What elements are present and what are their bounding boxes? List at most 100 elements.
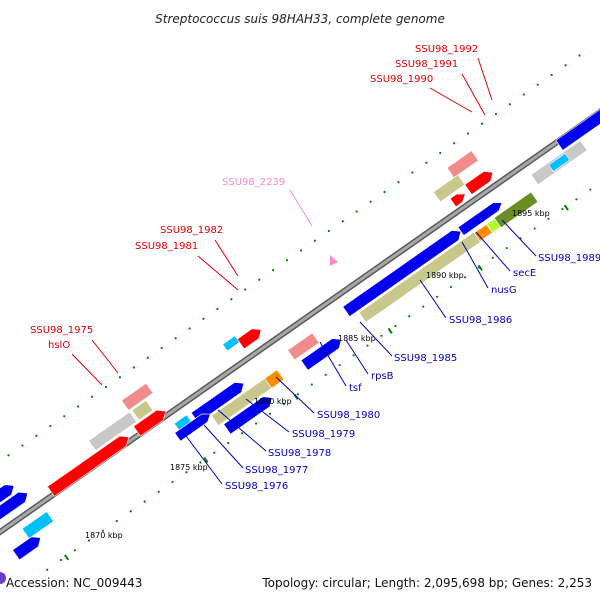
- corner-feature: [0, 572, 6, 584]
- guide-dot: [494, 112, 498, 116]
- guide-dot: [244, 288, 247, 291]
- tick-mark: [563, 204, 569, 211]
- guide-dot: [313, 239, 317, 242]
- label-leader: [91, 339, 119, 374]
- guide-dot: [230, 298, 233, 301]
- guide-dot: [63, 415, 66, 418]
- guide-dot: [327, 229, 330, 233]
- guide-dot: [522, 93, 525, 96]
- gene-forward: [555, 109, 600, 151]
- guide-dot: [272, 268, 275, 272]
- guide-dot: [564, 64, 567, 67]
- guide-dot: [35, 434, 38, 437]
- guide-dot: [185, 471, 188, 474]
- label-leader: [359, 321, 393, 357]
- label-leader: [275, 376, 315, 414]
- pink-feature-marker: [330, 255, 338, 266]
- gene-label: rpsB: [371, 371, 394, 382]
- gene-forward: [0, 491, 29, 521]
- guide-dot: [258, 278, 261, 281]
- gene-labels: SSU98_1992 SSU98_1991 SSU98_1990 SSU98_2239…: [30, 44, 600, 492]
- guide-dot: [439, 151, 442, 155]
- gene-label: SSU98_1985: [394, 353, 457, 364]
- guide-dot: [352, 354, 355, 357]
- gene-olive: [493, 191, 539, 229]
- guide-dot: [436, 295, 439, 298]
- guide-dot: [383, 190, 386, 194]
- guide-dot: [550, 73, 553, 77]
- gene-forward: [342, 230, 462, 317]
- tick-mark: [387, 327, 393, 334]
- gene-khaki: [131, 400, 154, 421]
- gene-forward: [174, 413, 211, 442]
- guide-dot: [589, 188, 592, 191]
- gene-trna: [548, 153, 571, 172]
- guide-dot: [422, 305, 425, 308]
- gene-label: SSU98_1992: [415, 44, 478, 55]
- label-leader: [197, 255, 239, 291]
- gene-salmon: [121, 382, 154, 411]
- label-leader: [71, 353, 103, 386]
- label-leader: [185, 435, 223, 485]
- gene-label: SSU98_1981: [135, 241, 198, 252]
- label-leader: [245, 398, 290, 433]
- guide-dot: [241, 432, 244, 435]
- gene-label: SSU98_1978: [268, 448, 331, 459]
- gene-reverse: [47, 435, 130, 497]
- guide-dot: [338, 363, 341, 367]
- label-leader: [289, 189, 313, 227]
- guide-dot: [87, 539, 91, 542]
- guide-dot: [104, 385, 108, 389]
- gene-forward: [0, 484, 15, 504]
- guide-dot: [129, 510, 132, 513]
- guide-dot: [132, 366, 135, 369]
- topology-summary: Topology: circular; Length: 2,095,698 bp…: [261, 576, 592, 590]
- label-leader: [203, 424, 244, 469]
- guide-dot: [60, 558, 63, 562]
- guide-dot: [341, 220, 344, 223]
- guide-dot: [547, 217, 550, 220]
- gene-reverse: [464, 171, 494, 195]
- guide-dot: [449, 285, 453, 289]
- guide-dot: [285, 259, 289, 262]
- gene-features: [0, 109, 600, 561]
- label-leader: [214, 239, 239, 277]
- gene-orange: [264, 369, 285, 389]
- guide-dots: [7, 54, 592, 571]
- gene-trna: [21, 511, 54, 539]
- gene-label: SSU98_2239: [222, 177, 285, 188]
- gene-trna: [222, 335, 240, 352]
- gene-label: SSU98_1990: [370, 74, 433, 85]
- gene-label: SSU98_1975: [30, 325, 93, 336]
- guide-dot: [202, 317, 205, 320]
- guide-dot: [408, 315, 411, 318]
- guide-dot: [508, 103, 511, 106]
- tick-mark: [477, 264, 483, 271]
- gene-reverse: [449, 193, 466, 208]
- guide-dot: [160, 346, 163, 350]
- guide-dot: [453, 142, 456, 145]
- guide-dot: [397, 181, 400, 184]
- tick-mark: [203, 456, 209, 463]
- gene-label: nusG: [491, 285, 517, 296]
- gene-salmon: [446, 150, 479, 179]
- guide-dot: [199, 461, 202, 464]
- guide-dot: [380, 334, 383, 337]
- guide-dot: [77, 405, 80, 408]
- gene-label: SSU98_1986: [449, 315, 512, 326]
- gene-label: SSU98_1982: [160, 225, 223, 236]
- gene-label: SSU98_1977: [245, 465, 308, 476]
- guide-dot: [188, 327, 191, 330]
- guide-dot: [7, 454, 10, 457]
- guide-dot: [324, 373, 327, 376]
- gene-forward: [457, 202, 503, 236]
- guide-dot: [536, 83, 539, 86]
- gene-label: secE: [513, 268, 536, 279]
- gene-label: SSU98_1989: [538, 253, 600, 264]
- label-leader: [419, 279, 447, 319]
- guide-dot: [143, 500, 146, 503]
- guide-dot: [480, 122, 484, 125]
- gene-forward: [12, 536, 42, 561]
- kbp-ticks: 1870 kbp 1875 kbp 1880 kbp 1885 kbp 1890 kbp…: [64, 204, 569, 561]
- guide-dot: [115, 519, 118, 523]
